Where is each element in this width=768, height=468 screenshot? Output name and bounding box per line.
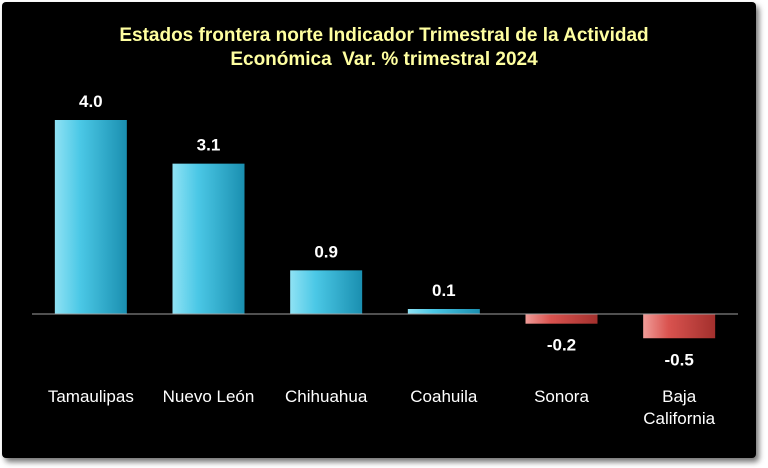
category-label-3: Coahuila xyxy=(410,387,478,406)
chart-title: Estados frontera norte Indicador Trimest… xyxy=(0,24,768,72)
bar-5 xyxy=(643,314,716,339)
bar-2 xyxy=(290,270,363,314)
chart-frame xyxy=(2,2,756,458)
value-label-0: 4.0 xyxy=(79,92,103,111)
bar-3 xyxy=(407,309,480,314)
chart-title-line-1: Estados frontera norte Indicador Trimest… xyxy=(119,25,649,46)
category-label-5-line-0: Baja xyxy=(662,387,697,406)
category-label-5-line-1: California xyxy=(643,409,715,428)
value-label-3: 0.1 xyxy=(432,281,456,300)
bar-0 xyxy=(54,120,127,314)
category-label-0: Tamaulipas xyxy=(48,387,134,406)
category-label-1: Nuevo León xyxy=(163,387,255,406)
value-label-2: 0.9 xyxy=(314,242,338,261)
value-label-4: -0.2 xyxy=(547,336,576,355)
chart-title-line-2: Económica Var. % trimestral 2024 xyxy=(230,49,538,70)
value-label-5: -0.5 xyxy=(665,350,694,369)
category-label-4: Sonora xyxy=(534,387,589,406)
bar-4 xyxy=(525,314,598,324)
value-label-1: 3.1 xyxy=(197,136,221,155)
category-label-2: Chihuahua xyxy=(285,387,368,406)
bar-1 xyxy=(172,163,245,314)
